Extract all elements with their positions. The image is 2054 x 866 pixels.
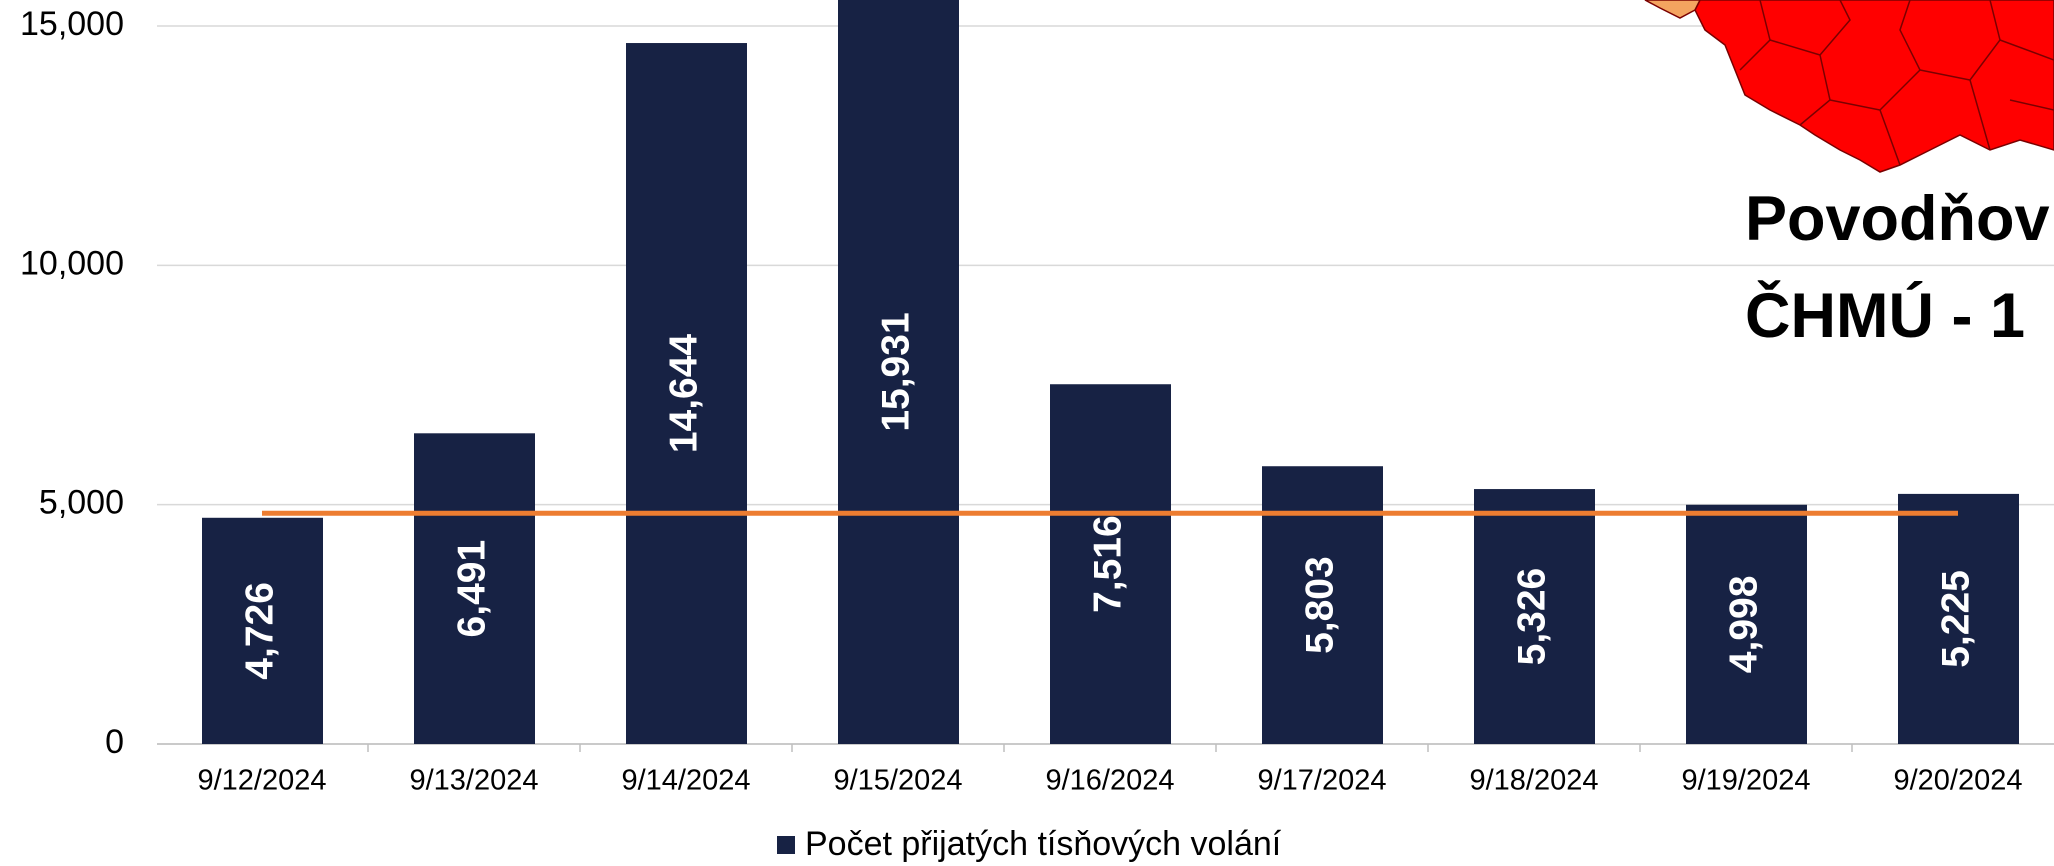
data-label: 15,931 [874, 312, 917, 431]
legend-swatch [777, 836, 795, 854]
y-tick-label: 10,000 [20, 244, 124, 282]
data-label: 5,225 [1934, 570, 1977, 668]
bar [1474, 489, 1595, 744]
data-label: 5,326 [1510, 568, 1553, 666]
x-tick-label: 9/20/2024 [1893, 765, 2022, 797]
bar [414, 433, 535, 744]
data-label: 7,516 [1086, 515, 1129, 613]
legend-label: Počet přijatých tísňových volání [805, 825, 1282, 863]
y-tick-label: 5,000 [39, 484, 124, 522]
overlay-text: ČHMÚ - 1 [1745, 280, 2025, 351]
y-tick-label: 0 [105, 723, 124, 761]
bar [1686, 504, 1807, 744]
bar [838, 0, 959, 744]
x-tick-label: 9/13/2024 [409, 765, 538, 797]
data-label: 6,491 [450, 540, 493, 638]
overlay-text: Povodňov [1745, 184, 2050, 254]
data-label: 4,998 [1722, 576, 1765, 674]
x-tick-label: 9/18/2024 [1469, 765, 1598, 797]
x-tick-label: 9/12/2024 [197, 765, 326, 797]
data-label: 5,803 [1298, 556, 1341, 654]
bar [202, 517, 323, 744]
data-label: 4,726 [238, 582, 281, 680]
y-tick-label: 15,000 [20, 5, 124, 43]
map-image [1644, 0, 2054, 173]
x-tick-label: 9/17/2024 [1257, 765, 1386, 797]
bar [1898, 493, 2019, 744]
bar [626, 43, 747, 745]
data-label: 14,644 [662, 334, 705, 454]
x-tick-label: 9/15/2024 [833, 765, 962, 797]
x-tick-label: 9/19/2024 [1681, 765, 1810, 797]
bar [1050, 384, 1171, 744]
x-tick-label: 9/14/2024 [621, 765, 750, 797]
x-tick-label: 9/16/2024 [1045, 765, 1174, 797]
